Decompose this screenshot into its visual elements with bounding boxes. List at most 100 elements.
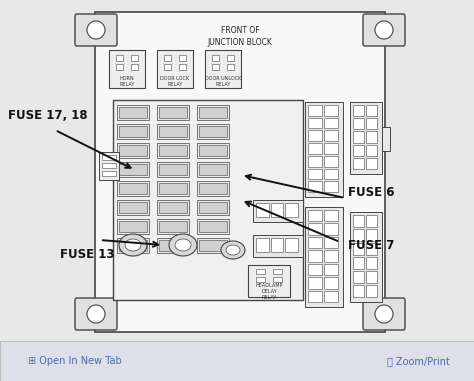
Bar: [212, 64, 219, 70]
Bar: [119, 126, 147, 137]
Bar: [353, 158, 364, 169]
Bar: [366, 145, 377, 156]
Bar: [159, 164, 187, 175]
Ellipse shape: [226, 245, 240, 255]
Bar: [197, 200, 229, 215]
Bar: [117, 238, 149, 253]
Bar: [117, 105, 149, 120]
Bar: [353, 145, 364, 156]
Bar: [353, 131, 364, 142]
Bar: [305, 207, 343, 307]
Bar: [308, 143, 322, 154]
Bar: [324, 105, 338, 116]
Bar: [350, 212, 382, 302]
Circle shape: [375, 305, 393, 323]
Bar: [119, 221, 147, 232]
Bar: [95, 12, 385, 332]
Bar: [116, 54, 123, 61]
Bar: [102, 155, 116, 160]
Bar: [199, 145, 227, 156]
Bar: [179, 54, 186, 61]
Bar: [157, 200, 189, 215]
Bar: [366, 243, 377, 255]
Bar: [116, 64, 123, 70]
Bar: [197, 219, 229, 234]
Bar: [366, 131, 377, 142]
Bar: [117, 124, 149, 139]
Circle shape: [87, 305, 105, 323]
Bar: [308, 168, 322, 179]
Circle shape: [87, 21, 105, 39]
Bar: [324, 250, 338, 262]
Bar: [366, 158, 377, 169]
Bar: [113, 100, 303, 300]
Bar: [205, 50, 241, 88]
Bar: [164, 64, 172, 70]
Text: FUSE 13: FUSE 13: [60, 248, 115, 261]
Bar: [308, 210, 322, 221]
Bar: [366, 105, 377, 116]
Bar: [159, 240, 187, 251]
Bar: [117, 143, 149, 158]
Bar: [119, 145, 147, 156]
Bar: [308, 105, 322, 116]
Bar: [353, 215, 364, 227]
Bar: [0, 341, 474, 381]
Bar: [157, 162, 189, 177]
Bar: [353, 105, 364, 116]
Text: FUSE 17, 18: FUSE 17, 18: [8, 109, 88, 122]
Bar: [157, 50, 193, 88]
Bar: [366, 118, 377, 130]
Ellipse shape: [221, 241, 245, 259]
Bar: [366, 229, 377, 241]
Bar: [199, 183, 227, 194]
Bar: [117, 162, 149, 177]
Bar: [273, 277, 282, 282]
Bar: [157, 105, 189, 120]
Text: DOOR LOCK
RELAY: DOOR LOCK RELAY: [160, 76, 190, 86]
Bar: [366, 257, 377, 269]
Bar: [308, 237, 322, 248]
Bar: [199, 240, 227, 251]
Text: DOOR UNLOCK
RELAY: DOOR UNLOCK RELAY: [205, 76, 241, 86]
Bar: [253, 200, 303, 222]
Text: HORN
RELAY: HORN RELAY: [119, 76, 135, 86]
Bar: [157, 124, 189, 139]
Bar: [324, 181, 338, 192]
Bar: [157, 219, 189, 234]
Bar: [248, 265, 290, 297]
Bar: [199, 202, 227, 213]
Bar: [324, 156, 338, 166]
Bar: [256, 203, 269, 217]
Bar: [324, 223, 338, 235]
Bar: [199, 164, 227, 175]
Bar: [197, 238, 229, 253]
Bar: [353, 243, 364, 255]
Bar: [159, 202, 187, 213]
Circle shape: [375, 21, 393, 39]
Bar: [353, 229, 364, 241]
Bar: [159, 221, 187, 232]
Bar: [366, 215, 377, 227]
Bar: [353, 285, 364, 297]
Bar: [197, 143, 229, 158]
Text: FUSE 6: FUSE 6: [348, 186, 394, 199]
Bar: [353, 271, 364, 283]
Bar: [256, 269, 265, 274]
Bar: [324, 264, 338, 275]
Bar: [199, 221, 227, 232]
Bar: [117, 181, 149, 196]
FancyBboxPatch shape: [363, 298, 405, 330]
Bar: [324, 130, 338, 141]
Bar: [199, 126, 227, 137]
Bar: [157, 181, 189, 196]
Bar: [164, 54, 172, 61]
Bar: [131, 64, 138, 70]
Bar: [366, 271, 377, 283]
Ellipse shape: [119, 234, 147, 256]
Ellipse shape: [169, 234, 197, 256]
Text: 🔍 Zoom/Print: 🔍 Zoom/Print: [387, 356, 450, 366]
Bar: [131, 54, 138, 61]
FancyBboxPatch shape: [363, 14, 405, 46]
Bar: [324, 210, 338, 221]
